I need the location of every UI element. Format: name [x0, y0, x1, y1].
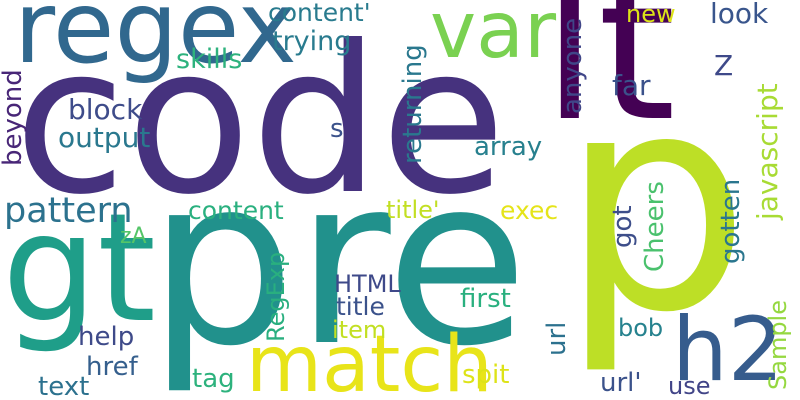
word-code: code	[14, 3, 506, 240]
word-url-q: url'	[600, 368, 642, 398]
word-s: s	[330, 114, 344, 144]
word-look: look	[710, 0, 769, 30]
word-cheers: Cheers	[640, 181, 670, 272]
word-far: far	[612, 69, 651, 102]
word-use: use	[668, 372, 711, 400]
word-skills: skills	[176, 44, 243, 75]
word-content: content	[188, 196, 284, 225]
word-text: text	[38, 372, 90, 400]
word-anyone: anyone	[558, 17, 588, 114]
word-javascript: javascript	[751, 83, 784, 220]
word-za: zA	[120, 224, 147, 249]
word-match: match	[246, 320, 493, 400]
word-sample: Sample	[764, 300, 792, 390]
word-got: got	[608, 205, 638, 248]
word-lt: lt	[542, 0, 676, 166]
word-title: title	[336, 292, 385, 321]
word-url: url	[542, 321, 572, 356]
word-z: Z	[714, 49, 734, 82]
word-block: block	[68, 93, 143, 126]
word-var: var	[430, 0, 557, 76]
word-pattern: pattern	[4, 191, 133, 231]
word-item: item	[332, 316, 387, 344]
word-help: help	[78, 322, 135, 352]
word-gt: gt	[2, 182, 157, 356]
word-exec: exec	[500, 196, 559, 225]
word-first: first	[460, 284, 511, 314]
word-h2: h2	[672, 298, 784, 400]
word-spit: spit	[462, 360, 510, 390]
word-gotten: gotten	[716, 178, 746, 264]
word-title-q: title'	[386, 196, 440, 224]
word-regexp: RegExp	[262, 251, 290, 342]
word-trying: trying	[272, 26, 352, 57]
word-href: href	[86, 352, 138, 382]
word-tag: tag	[192, 364, 235, 394]
word-bob: bob	[618, 314, 664, 342]
word-p: p	[560, 29, 751, 378]
word-beyond: beyond	[0, 69, 28, 166]
word-pre: pre	[148, 127, 529, 397]
word-new: new	[626, 0, 676, 28]
word-html: HTML	[334, 270, 401, 298]
word-returning: returning	[398, 44, 428, 164]
word-array: array	[474, 132, 543, 162]
word-regex: regex	[14, 0, 297, 86]
word-output: output	[58, 121, 151, 154]
word-content-q: content'	[268, 0, 371, 27]
